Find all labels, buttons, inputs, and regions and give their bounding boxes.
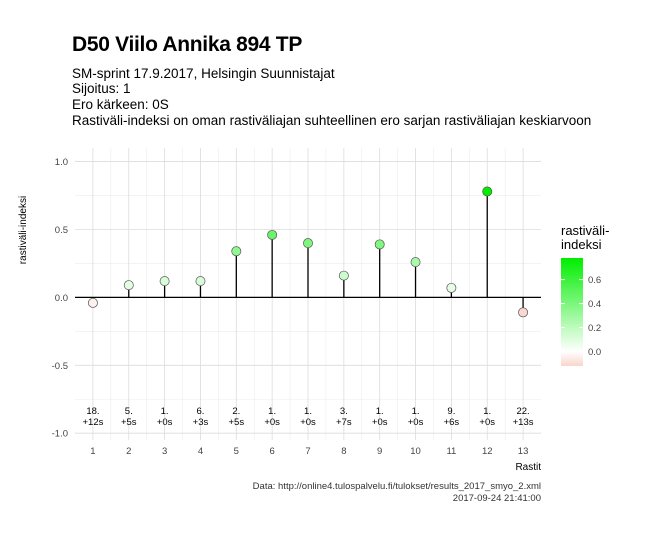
time-diff-label: +0s [372, 417, 388, 428]
data-point [123, 280, 134, 291]
time-diff-label: +0s [408, 417, 424, 428]
x-tick-label: 2 [126, 446, 131, 457]
legend-tick-label: 0.4 [588, 299, 601, 310]
legend-title: rastiväli- indeksi [561, 223, 610, 252]
data-source-caption: Data: http://online4.tulospalvelu.fi/tul… [252, 481, 541, 492]
data-point [338, 270, 349, 281]
x-axis-label: Rastit [515, 462, 541, 473]
y-tick-label: 1.0 [55, 157, 68, 168]
subtitle-competition: SM-sprint 17.9.2017, Helsingin Suunnista… [72, 66, 335, 81]
legend-tick-label: 0.0 [588, 347, 601, 358]
legend-tick-label: 0.2 [588, 323, 601, 334]
rank-label: 1. [268, 406, 276, 417]
y-tick-label: 0.5 [55, 225, 68, 236]
y-tick-label: 0.0 [55, 293, 68, 304]
time-diff-label: +0s [300, 417, 316, 428]
legend-tick-label: 0.6 [588, 275, 601, 286]
time-diff-label: +0s [157, 417, 173, 428]
data-point [374, 239, 385, 250]
rank-label: 5. [125, 406, 133, 417]
y-tick-label: -1.0 [52, 429, 68, 440]
data-point [410, 257, 421, 268]
data-point [159, 276, 170, 287]
rank-label: 18. [86, 406, 99, 417]
rank-label: 1. [376, 406, 384, 417]
timestamp-caption: 2017-09-24 21:41:00 [452, 493, 541, 504]
x-tick-label: 6 [270, 446, 275, 457]
x-tick-label: 11 [446, 446, 456, 457]
x-tick-label: 4 [198, 446, 203, 457]
x-tick-label: 12 [482, 446, 493, 457]
data-point [482, 186, 493, 197]
time-diff-label: +7s [336, 417, 352, 428]
legend-colorbar [561, 258, 583, 366]
rank-label: 6. [196, 406, 204, 417]
data-point [303, 238, 313, 249]
rank-label: 3. [340, 406, 348, 417]
data-point [87, 297, 98, 308]
time-diff-label: +0s [479, 417, 495, 428]
time-diff-label: +6s [444, 417, 460, 428]
x-tick-label: 1 [90, 446, 95, 457]
data-point [446, 282, 457, 293]
time-diff-label: +3s [193, 417, 209, 428]
x-tick-label: 10 [410, 446, 421, 457]
time-diff-label: +0s [264, 417, 280, 428]
x-tick-label: 7 [305, 446, 310, 457]
rank-label: 1. [304, 406, 312, 417]
rank-label: 1. [161, 406, 169, 417]
time-diff-label: +12s [82, 417, 103, 428]
time-diff-label: +13s [513, 417, 534, 428]
rank-label: 2. [232, 406, 240, 417]
x-tick-label: 3 [162, 446, 167, 457]
rank-label: 1. [412, 406, 420, 417]
subtitle-placement: Sijoitus: 1 [72, 81, 131, 96]
subtitle-index-description: Rastiväli-indeksi on oman rastiväliajan … [72, 113, 592, 128]
data-point [518, 307, 529, 318]
chart-title: D50 Viilo Annika 894 TP [72, 33, 303, 56]
data-point [231, 246, 242, 257]
data-point [267, 229, 278, 240]
y-tick-label: -0.5 [52, 361, 68, 372]
x-tick-label: 9 [377, 446, 382, 457]
rank-label: 1. [483, 406, 491, 417]
x-tick-label: 13 [518, 446, 529, 457]
time-diff-label: +5s [121, 417, 137, 428]
time-diff-label: +5s [229, 417, 245, 428]
rank-label: 22. [516, 406, 529, 417]
rank-label: 9. [447, 406, 455, 417]
subtitle-gap-to-leader: Ero kärkeen: 0S [72, 97, 169, 112]
x-tick-label: 5 [234, 446, 239, 457]
x-tick-label: 8 [341, 446, 346, 457]
data-point [195, 276, 206, 287]
